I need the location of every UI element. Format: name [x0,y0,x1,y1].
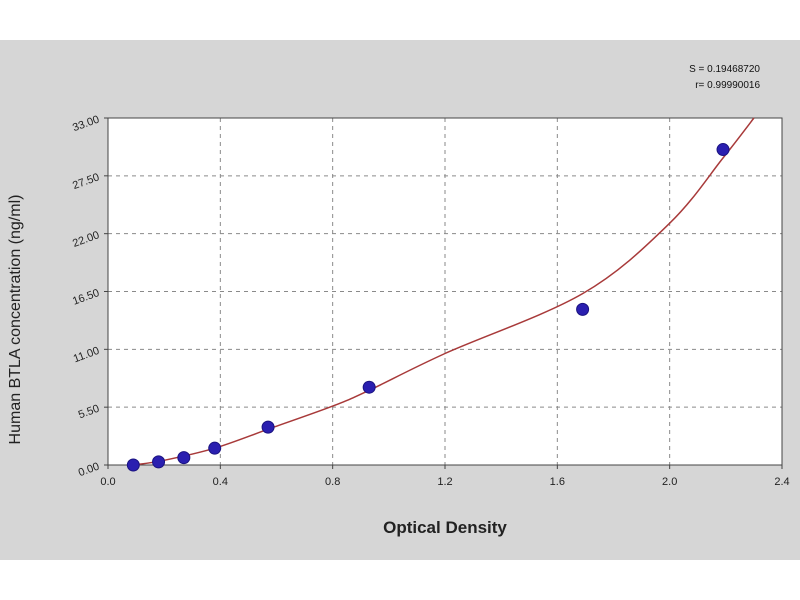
grid [108,118,782,465]
x-tick-label: 0.0 [100,476,115,488]
stats-r-value: r= 0.99990016 [695,80,760,91]
data-point [576,302,590,316]
x-axis-ticks: 0.0 0.4 0.8 1.2 1.6 2.0 2.4 [100,465,790,488]
y-axis-ticks: 0.00 5.50 11.00 16.50 22.00 27.50 33.00 [71,114,108,480]
y-tick-label: 11.00 [72,345,101,365]
y-tick-label: 16.50 [71,287,101,308]
data-point [126,458,140,472]
x-tick-label: 2.0 [662,476,677,488]
x-tick-label: 2.4 [774,476,789,488]
x-tick-label: 0.4 [213,476,228,488]
y-axis-label: Human BTLA concentration (ng/ml) [7,195,24,445]
y-tick-label: 0.00 [77,461,101,480]
data-point [716,143,730,157]
stats-s-value: S = 0.19468720 [689,64,760,75]
y-tick-label: 5.50 [77,403,101,422]
data-point [362,380,376,394]
data-point [261,420,275,434]
x-tick-label: 0.8 [325,476,340,488]
chart-panel: S = 0.19468720 r= 0.99990016 0.0 0.4 0.8 1.… [0,40,800,560]
x-tick-label: 1.2 [437,476,452,488]
data-point [208,441,222,455]
x-tick-label: 1.6 [550,476,565,488]
y-tick-label: 33.00 [71,114,101,135]
standard-curve-chart: 0.0 0.4 0.8 1.2 1.6 2.0 2.4 0.00 5.50 11.00 16.50… [7,114,790,537]
data-point [177,451,191,465]
data-point [152,455,166,469]
y-tick-label: 27.50 [71,171,101,192]
data-points [126,143,730,472]
y-tick-label: 22.00 [71,229,101,250]
x-axis-label: Optical Density [383,518,507,537]
